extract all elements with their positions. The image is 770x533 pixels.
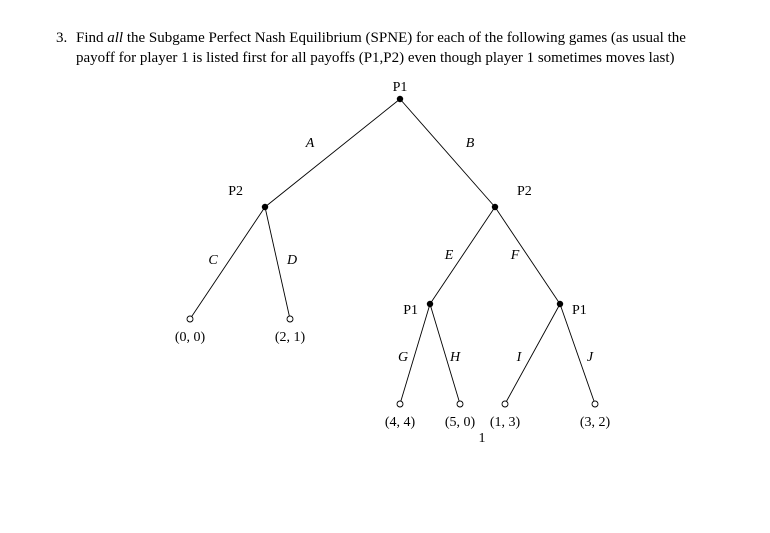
edge-label: G bbox=[398, 350, 408, 365]
text-suffix: the Subgame Perfect Nash Equilibrium (SP… bbox=[76, 30, 686, 66]
edge-label: C bbox=[208, 253, 218, 268]
terminal-node bbox=[457, 401, 463, 407]
player-label: P2 bbox=[228, 184, 243, 199]
edge-label: A bbox=[305, 136, 315, 151]
payoff-label: (2, 1) bbox=[275, 330, 306, 345]
text-prefix: Find bbox=[76, 30, 107, 46]
edge-label: E bbox=[444, 248, 454, 263]
edge-label: F bbox=[510, 248, 520, 263]
payoff-label: (0, 0) bbox=[175, 330, 206, 345]
payoff-label: (1, 3) bbox=[490, 415, 521, 430]
decision-node bbox=[557, 300, 563, 306]
game-tree: A B C D E F G H I J P1 P2 P2 P1 P1 (0, 0) (2, 1) (4, 4) (5… bbox=[105, 69, 665, 469]
decision-node bbox=[492, 203, 498, 209]
decision-node bbox=[397, 95, 403, 101]
edge-label: J bbox=[587, 350, 594, 365]
player-label: P2 bbox=[517, 184, 532, 199]
edge bbox=[265, 99, 400, 207]
payoff-label: (4, 4) bbox=[385, 415, 416, 430]
edge bbox=[505, 304, 560, 404]
edge bbox=[400, 99, 495, 207]
player-label: P1 bbox=[403, 303, 418, 318]
edge bbox=[495, 207, 560, 304]
terminal-node bbox=[287, 316, 293, 322]
edge bbox=[430, 207, 495, 304]
payoff-label: (5, 0) bbox=[445, 415, 476, 430]
problem-text: Find all the Subgame Perfect Nash Equili… bbox=[76, 28, 714, 69]
terminal-node bbox=[187, 316, 193, 322]
problem-statement: 3. Find all the Subgame Perfect Nash Equ… bbox=[56, 28, 714, 69]
edge-label: B bbox=[466, 136, 475, 151]
payoff-label: (3, 2) bbox=[580, 415, 611, 430]
terminal-node bbox=[592, 401, 598, 407]
page-number: 1 bbox=[479, 431, 486, 446]
edge-label: D bbox=[286, 253, 297, 268]
problem-number: 3. bbox=[56, 28, 76, 69]
edge-label: H bbox=[449, 350, 461, 365]
decision-node bbox=[427, 300, 433, 306]
terminal-node bbox=[502, 401, 508, 407]
terminal-node bbox=[397, 401, 403, 407]
edge bbox=[190, 207, 265, 319]
decision-node bbox=[262, 203, 268, 209]
text-italic: all bbox=[107, 30, 123, 46]
player-label: P1 bbox=[572, 303, 587, 318]
player-label: P1 bbox=[393, 80, 408, 95]
edge-label: I bbox=[516, 350, 523, 365]
